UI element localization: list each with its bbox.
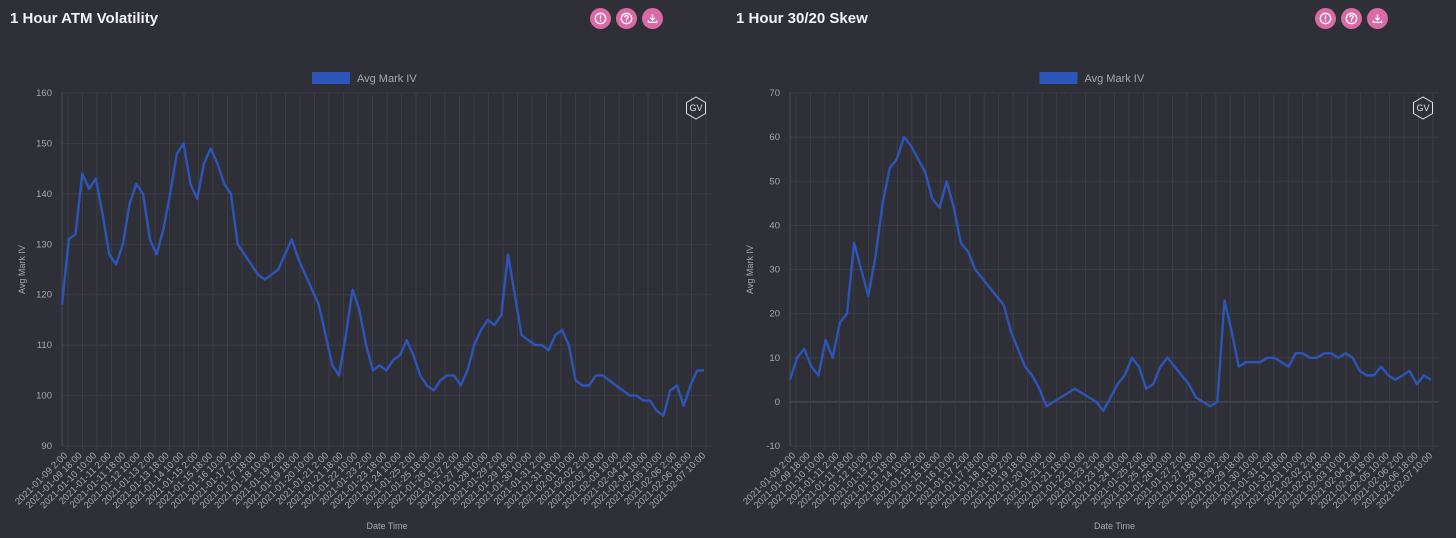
help-button[interactable]: [616, 8, 637, 29]
series-line: [60, 142, 704, 417]
y-tick-label: 60: [769, 132, 780, 143]
y-tick-label: 20: [769, 309, 780, 320]
info-button[interactable]: [590, 8, 611, 29]
y-tick-label: 90: [41, 441, 52, 452]
download-icon: [1372, 14, 1383, 24]
gv-badge: GV: [1413, 96, 1433, 120]
panel-skew: 1 Hour 30/20 Skew Avg Mark IV -10 0 10 20 30 4…: [728, 0, 1456, 538]
info-icon: [1319, 12, 1332, 25]
y-tick-label: 150: [36, 138, 52, 149]
help-icon: [620, 12, 633, 25]
gv-hexagon-icon: [686, 96, 706, 120]
y-tick-label: 30: [769, 265, 780, 276]
legend-swatch: [1039, 72, 1078, 84]
y-tick-label: 140: [36, 189, 52, 200]
y-tick-label: 100: [36, 391, 52, 402]
info-button[interactable]: [1315, 8, 1336, 29]
y-axis-title: Avg Mark IV: [17, 245, 27, 294]
chart-skew: Avg Mark IV-100102030405060702021-01-09 …: [741, 72, 1439, 531]
gv-badge: GV: [686, 96, 706, 120]
panel-actions: [590, 8, 663, 29]
y-tick-label: 50: [769, 176, 780, 187]
legend-label: Avg Mark IV: [1085, 73, 1145, 85]
chart-atm-volatility: Avg Mark IV901001101201301401501602021-0…: [13, 72, 712, 531]
panel-actions: [1315, 8, 1388, 29]
legend-swatch: [312, 72, 350, 84]
legend-label: Avg Mark IV: [357, 73, 417, 85]
y-tick-label: 70: [769, 88, 780, 99]
help-icon: [1345, 12, 1358, 25]
help-button[interactable]: [1341, 8, 1362, 29]
x-axis-title: Date Time: [366, 521, 407, 531]
info-icon: [594, 12, 607, 25]
y-tick-label: 0: [775, 397, 780, 408]
y-tick-label: 10: [769, 353, 780, 364]
y-tick-label: 160: [36, 88, 52, 99]
download-button[interactable]: [1367, 8, 1388, 29]
gv-badge-label: GV: [1416, 103, 1429, 113]
panel-atm-volatility: 1 Hour ATM Volatility Avg Mark IV 90 100 11…: [10, 8, 712, 531]
gv-hexagon-icon: [1413, 96, 1433, 120]
download-button[interactable]: [642, 8, 663, 29]
y-tick-label: 130: [36, 239, 52, 250]
legend: Avg Mark IV: [1039, 72, 1145, 85]
y-tick-label: -10: [766, 441, 780, 452]
panel-title: 1 Hour 30/20 Skew: [736, 10, 868, 27]
y-axis-title: Avg Mark IV: [745, 245, 755, 294]
y-tick-label: 120: [36, 290, 52, 301]
panel-title: 1 Hour ATM Volatility: [10, 10, 159, 27]
legend: Avg Mark IV: [312, 72, 417, 85]
x-axis-title: Date Time: [1094, 521, 1135, 531]
y-tick-label: 110: [37, 340, 52, 351]
y-tick-label: 40: [769, 220, 780, 231]
series-line: [788, 135, 1432, 412]
download-icon: [647, 14, 658, 24]
gv-badge-label: GV: [689, 103, 702, 113]
